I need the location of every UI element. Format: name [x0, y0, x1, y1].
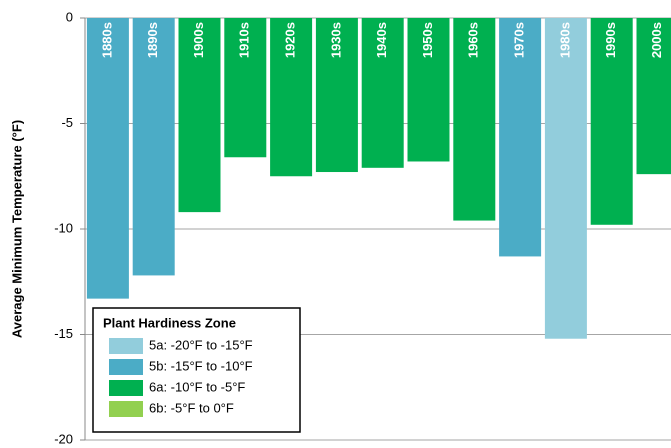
- y-tick-label: -15: [54, 326, 73, 341]
- bar: [544, 18, 587, 339]
- y-tick-label: -20: [54, 431, 73, 446]
- legend-swatch: [109, 380, 143, 396]
- bar: [178, 18, 221, 213]
- bar: [224, 18, 267, 158]
- legend-label: 6a: -10°F to -5°F: [149, 379, 245, 394]
- x-tick-label: 2000s: [649, 22, 664, 58]
- bar: [270, 18, 313, 177]
- x-tick-label: 1980s: [557, 22, 572, 58]
- x-tick-label: 1880s: [99, 22, 114, 58]
- legend-title: Plant Hardiness Zone: [103, 315, 236, 330]
- x-tick-label: 1960s: [466, 22, 481, 58]
- y-tick-label: -5: [61, 115, 73, 130]
- bar: [499, 18, 542, 257]
- legend-swatch: [109, 401, 143, 417]
- legend-label: 6b: -5°F to 0°F: [149, 400, 234, 415]
- bar: [315, 18, 358, 173]
- y-axis-label: Average Minimum Temperature (°F): [9, 120, 24, 338]
- legend-swatch: [109, 338, 143, 354]
- bar: [636, 18, 671, 175]
- y-tick-label: -10: [54, 220, 73, 235]
- x-tick-label: 1910s: [237, 22, 252, 58]
- bar: [86, 18, 129, 299]
- legend-swatch: [109, 359, 143, 375]
- legend-label: 5b: -15°F to -10°F: [149, 358, 253, 373]
- x-tick-label: 1990s: [603, 22, 618, 58]
- bar: [453, 18, 496, 221]
- x-tick-label: 1940s: [374, 22, 389, 58]
- x-tick-label: 1890s: [145, 22, 160, 58]
- x-tick-label: 1930s: [328, 22, 343, 58]
- bar: [407, 18, 450, 162]
- legend-label: 5a: -20°F to -15°F: [149, 337, 253, 352]
- bar: [590, 18, 633, 225]
- x-tick-label: 1920s: [283, 22, 298, 58]
- x-tick-label: 1900s: [191, 22, 206, 58]
- bar: [361, 18, 404, 168]
- bar: [132, 18, 175, 276]
- x-tick-label: 1970s: [512, 22, 527, 58]
- x-tick-label: 1950s: [420, 22, 435, 58]
- y-tick-label: 0: [66, 9, 73, 24]
